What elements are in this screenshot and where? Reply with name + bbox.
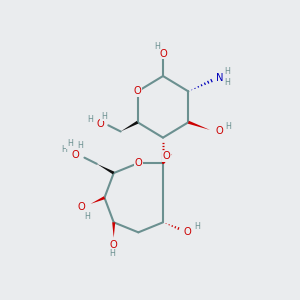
- Text: H: H: [67, 139, 73, 148]
- Text: H: H: [85, 212, 91, 221]
- Text: H: H: [194, 223, 200, 232]
- Text: O: O: [159, 49, 167, 59]
- Text: H: H: [225, 67, 231, 76]
- Text: O: O: [97, 119, 104, 129]
- Text: H: H: [225, 78, 231, 87]
- Text: N: N: [216, 73, 224, 82]
- Text: O: O: [134, 86, 142, 96]
- Text: H: H: [77, 141, 83, 150]
- Polygon shape: [162, 154, 172, 164]
- Polygon shape: [97, 164, 114, 174]
- Polygon shape: [188, 121, 210, 130]
- Text: H: H: [155, 41, 161, 50]
- Text: H: H: [101, 112, 106, 121]
- Text: H: H: [226, 122, 231, 131]
- Text: O: O: [71, 150, 79, 160]
- Text: O: O: [134, 158, 142, 168]
- Text: O: O: [215, 127, 223, 136]
- Text: H: H: [109, 249, 115, 258]
- Text: O: O: [110, 240, 118, 250]
- Text: O: O: [77, 202, 85, 212]
- Text: H: H: [61, 146, 68, 154]
- Polygon shape: [112, 222, 115, 238]
- Text: O: O: [162, 151, 170, 161]
- Polygon shape: [91, 196, 105, 204]
- Text: O: O: [184, 226, 191, 237]
- Polygon shape: [121, 121, 138, 131]
- Text: H: H: [87, 115, 93, 124]
